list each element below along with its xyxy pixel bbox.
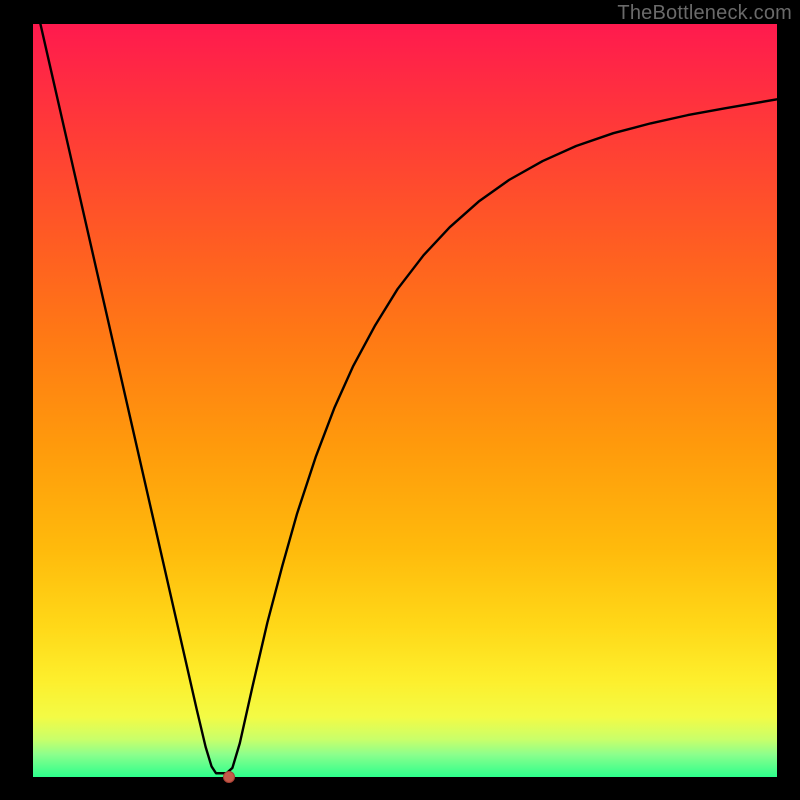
plot-area [33,24,777,777]
curve-layer [33,24,777,777]
minimum-marker-dot [223,771,235,783]
watermark-text: TheBottleneck.com [617,2,792,25]
bottleneck-curve [40,24,777,773]
